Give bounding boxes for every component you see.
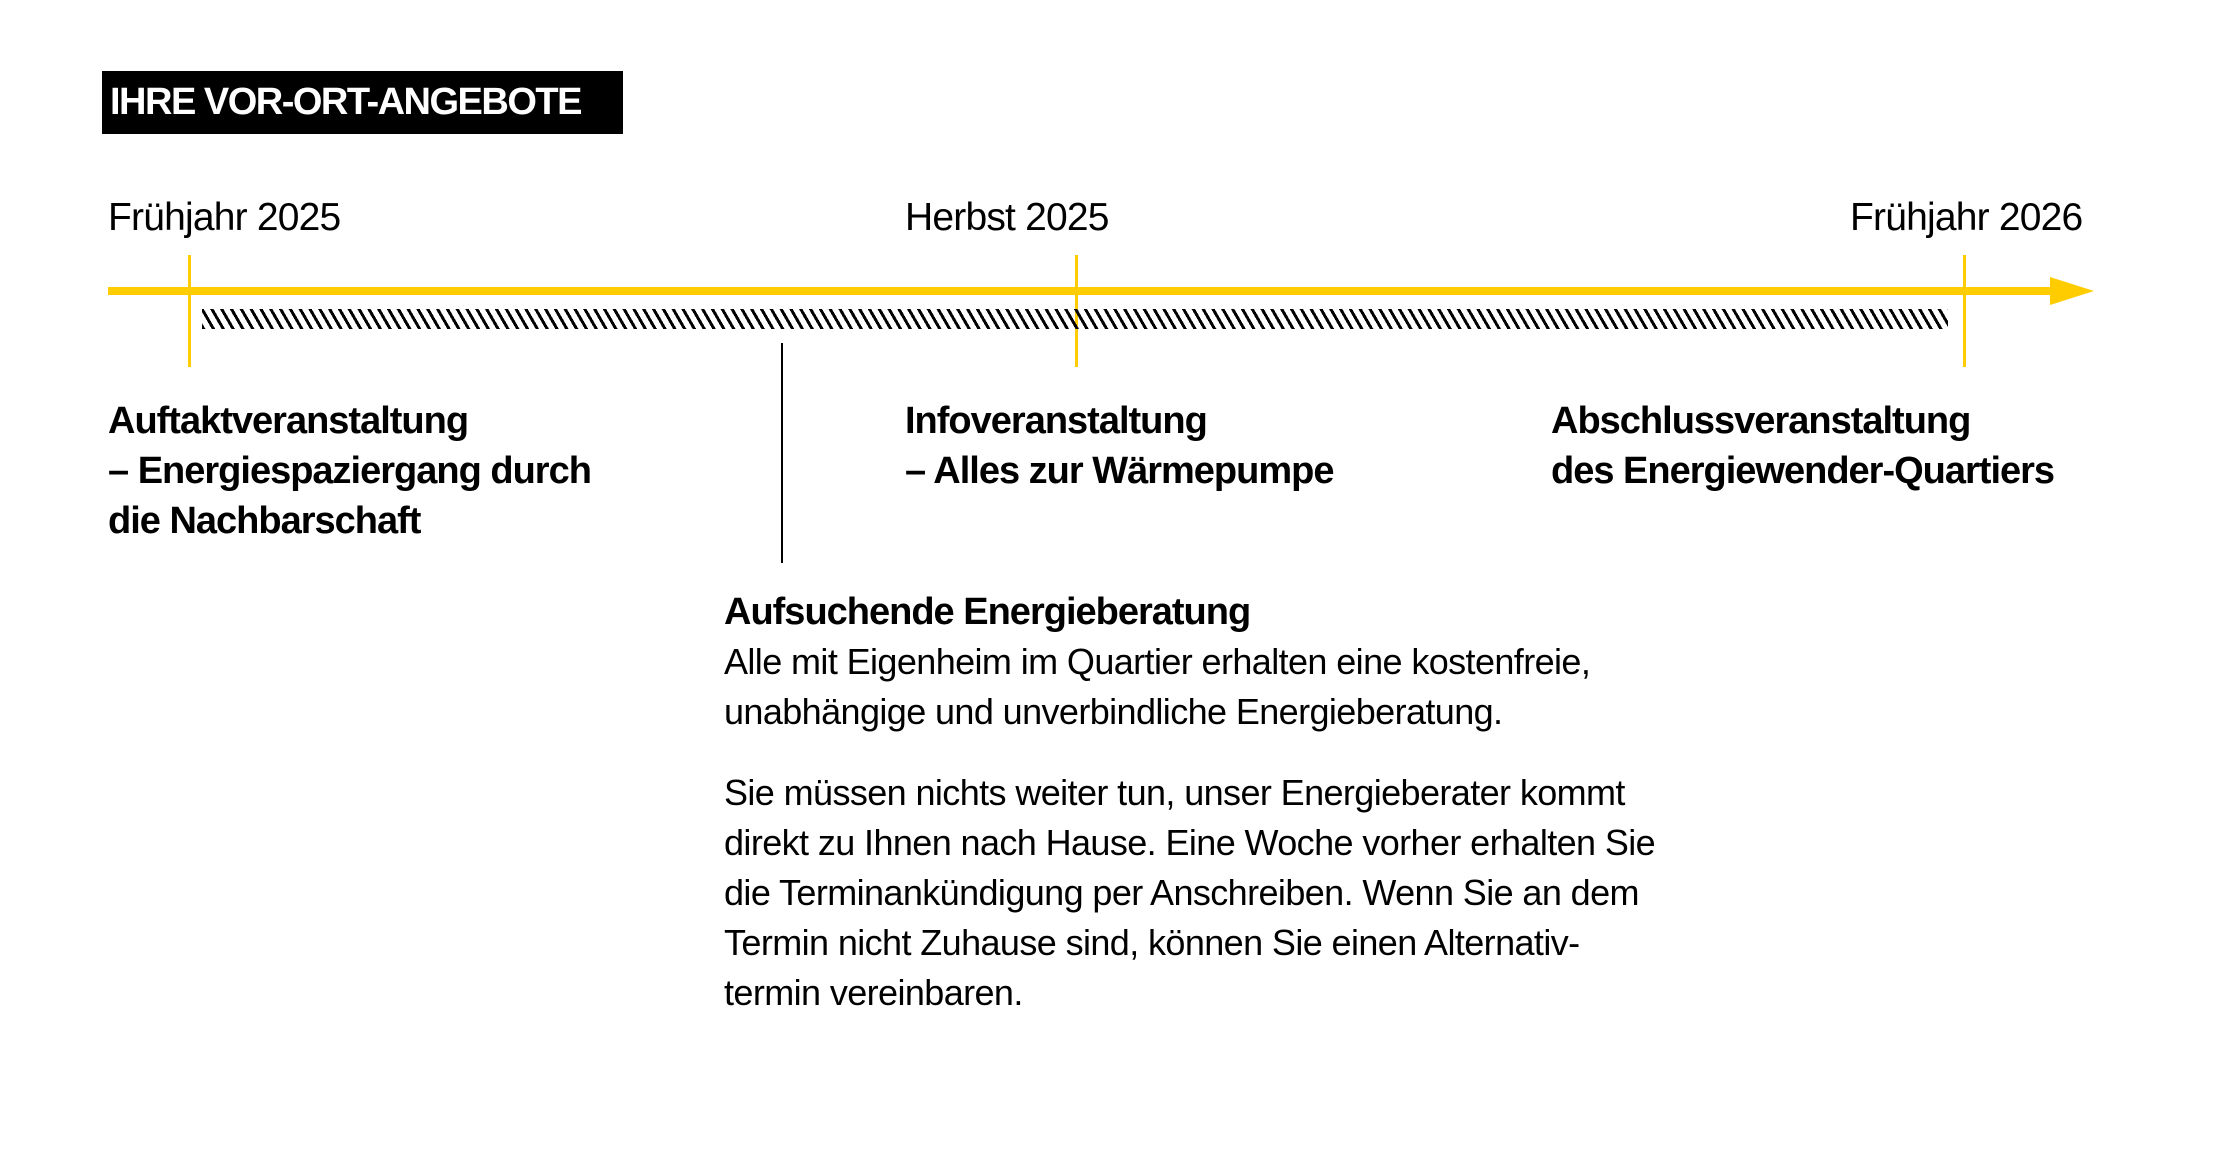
consulting-heading: Aufsuchende Energieberatung — [724, 591, 1251, 633]
date-label-spring-2025: Frühjahr 2025 — [108, 196, 341, 239]
event-line: Abschlussveranstaltung — [1551, 400, 1971, 442]
consulting-connector-line — [781, 343, 783, 563]
consulting-block: Aufsuchende Energieberatung Alle mit Eig… — [724, 587, 1656, 1018]
text-line: Sie müssen nichts weiter tun, unser Ener… — [724, 772, 1625, 813]
arrow-head-icon — [2050, 277, 2094, 305]
timeline-axis — [108, 287, 2068, 295]
event-line: Auftaktveranstaltung — [108, 400, 469, 442]
event-info: Infoveranstaltung – Alles zur Wärmepumpe — [905, 396, 1334, 496]
timeline-tick — [1963, 255, 1966, 367]
event-line: die Nachbarschaft — [108, 500, 421, 542]
event-line: – Energiespaziergang durch — [108, 450, 592, 492]
event-line: – Alles zur Wärmepumpe — [905, 450, 1334, 492]
section-title: IHRE VOR-ORT-ANGEBOTE — [102, 71, 623, 134]
text-line: direkt zu Ihnen nach Hause. Eine Woche v… — [724, 822, 1656, 863]
event-closing: Abschlussveranstaltung des Energiewender… — [1551, 396, 2055, 496]
text-line: die Terminankündigung per Anschreiben. W… — [724, 872, 1639, 913]
consulting-paragraph-1: Alle mit Eigenheim im Quartier erhalten … — [724, 637, 1655, 737]
text-line: unabhängige und unverbindliche Energiebe… — [724, 691, 1503, 732]
event-line: des Energiewender-Quartiers — [1551, 450, 2055, 492]
event-kickoff: Auftaktveranstaltung – Energiespaziergan… — [108, 396, 592, 546]
consulting-paragraph-2: Sie müssen nichts weiter tun, unser Ener… — [724, 768, 1656, 1018]
text-line: termin vereinbaren. — [724, 972, 1023, 1013]
timeline-tick — [188, 255, 191, 367]
text-line: Alle mit Eigenheim im Quartier erhalten … — [724, 641, 1591, 682]
date-label-autumn-2025: Herbst 2025 — [905, 196, 1109, 239]
date-label-spring-2026: Frühjahr 2026 — [1850, 196, 2083, 239]
consulting-period-hatch — [202, 309, 1948, 329]
event-line: Infoveranstaltung — [905, 400, 1208, 442]
text-line: Termin nicht Zuhause sind, können Sie ei… — [724, 922, 1580, 963]
